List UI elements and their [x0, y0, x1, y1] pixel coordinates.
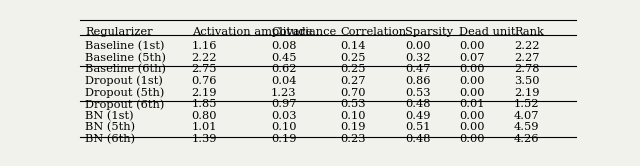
Text: 0.00: 0.00	[460, 123, 485, 132]
Text: 0.10: 0.10	[340, 111, 366, 121]
Text: 2.22: 2.22	[514, 41, 540, 51]
Text: 0.27: 0.27	[340, 76, 366, 86]
Text: Sparsity: Sparsity	[405, 27, 453, 37]
Text: Baseline (5th): Baseline (5th)	[85, 53, 166, 63]
Text: 0.08: 0.08	[271, 41, 296, 51]
Text: 0.03: 0.03	[271, 111, 296, 121]
Text: 1.52: 1.52	[514, 99, 540, 109]
Text: BN (6th): BN (6th)	[85, 134, 135, 144]
Text: 0.25: 0.25	[340, 53, 366, 63]
Text: 0.97: 0.97	[271, 99, 296, 109]
Text: 0.00: 0.00	[460, 134, 485, 144]
Text: 0.01: 0.01	[460, 99, 485, 109]
Text: 2.19: 2.19	[514, 87, 540, 98]
Text: Baseline (1st): Baseline (1st)	[85, 41, 164, 51]
Text: 0.76: 0.76	[191, 76, 217, 86]
Text: 0.00: 0.00	[460, 111, 485, 121]
Text: 2.75: 2.75	[191, 64, 217, 74]
Text: BN (5th): BN (5th)	[85, 123, 135, 133]
Text: 1.39: 1.39	[191, 134, 217, 144]
Text: 0.47: 0.47	[405, 64, 430, 74]
Text: 2.78: 2.78	[514, 64, 540, 74]
Text: Dropout (5th): Dropout (5th)	[85, 87, 164, 98]
Text: 2.27: 2.27	[514, 53, 540, 63]
Text: 0.19: 0.19	[340, 123, 366, 132]
Text: 0.00: 0.00	[460, 64, 485, 74]
Text: Activation amplitude: Activation amplitude	[191, 27, 312, 37]
Text: BN (1st): BN (1st)	[85, 111, 134, 121]
Text: 4.07: 4.07	[514, 111, 540, 121]
Text: 0.00: 0.00	[460, 87, 485, 98]
Text: 0.10: 0.10	[271, 123, 296, 132]
Text: 0.53: 0.53	[340, 99, 366, 109]
Text: 0.48: 0.48	[405, 134, 430, 144]
Text: 4.26: 4.26	[514, 134, 540, 144]
Text: 1.01: 1.01	[191, 123, 217, 132]
Text: 0.00: 0.00	[405, 41, 430, 51]
Text: 0.00: 0.00	[460, 76, 485, 86]
Text: 0.25: 0.25	[340, 64, 366, 74]
Text: Dropout (6th): Dropout (6th)	[85, 99, 164, 110]
Text: 0.70: 0.70	[340, 87, 366, 98]
Text: 0.80: 0.80	[191, 111, 217, 121]
Text: 3.50: 3.50	[514, 76, 540, 86]
Text: 0.23: 0.23	[340, 134, 366, 144]
Text: 0.49: 0.49	[405, 111, 430, 121]
Text: Regularizer: Regularizer	[85, 27, 152, 37]
Text: 0.04: 0.04	[271, 76, 296, 86]
Text: Correlation: Correlation	[340, 27, 406, 37]
Text: 0.19: 0.19	[271, 134, 296, 144]
Text: 0.51: 0.51	[405, 123, 430, 132]
Text: 2.19: 2.19	[191, 87, 217, 98]
Text: 0.32: 0.32	[405, 53, 430, 63]
Text: 1.16: 1.16	[191, 41, 217, 51]
Text: 0.48: 0.48	[405, 99, 430, 109]
Text: 0.14: 0.14	[340, 41, 366, 51]
Text: 0.62: 0.62	[271, 64, 296, 74]
Text: 1.23: 1.23	[271, 87, 296, 98]
Text: Rank: Rank	[514, 27, 544, 37]
Text: 0.07: 0.07	[460, 53, 485, 63]
Text: 1.85: 1.85	[191, 99, 217, 109]
Text: 0.86: 0.86	[405, 76, 430, 86]
Text: Covariance: Covariance	[271, 27, 336, 37]
Text: Baseline (6th): Baseline (6th)	[85, 64, 166, 75]
Text: 4.59: 4.59	[514, 123, 540, 132]
Text: 0.53: 0.53	[405, 87, 430, 98]
Text: 2.22: 2.22	[191, 53, 217, 63]
Text: 0.45: 0.45	[271, 53, 296, 63]
Text: Dropout (1st): Dropout (1st)	[85, 76, 163, 86]
Text: Dead unit: Dead unit	[460, 27, 516, 37]
Text: 0.00: 0.00	[460, 41, 485, 51]
